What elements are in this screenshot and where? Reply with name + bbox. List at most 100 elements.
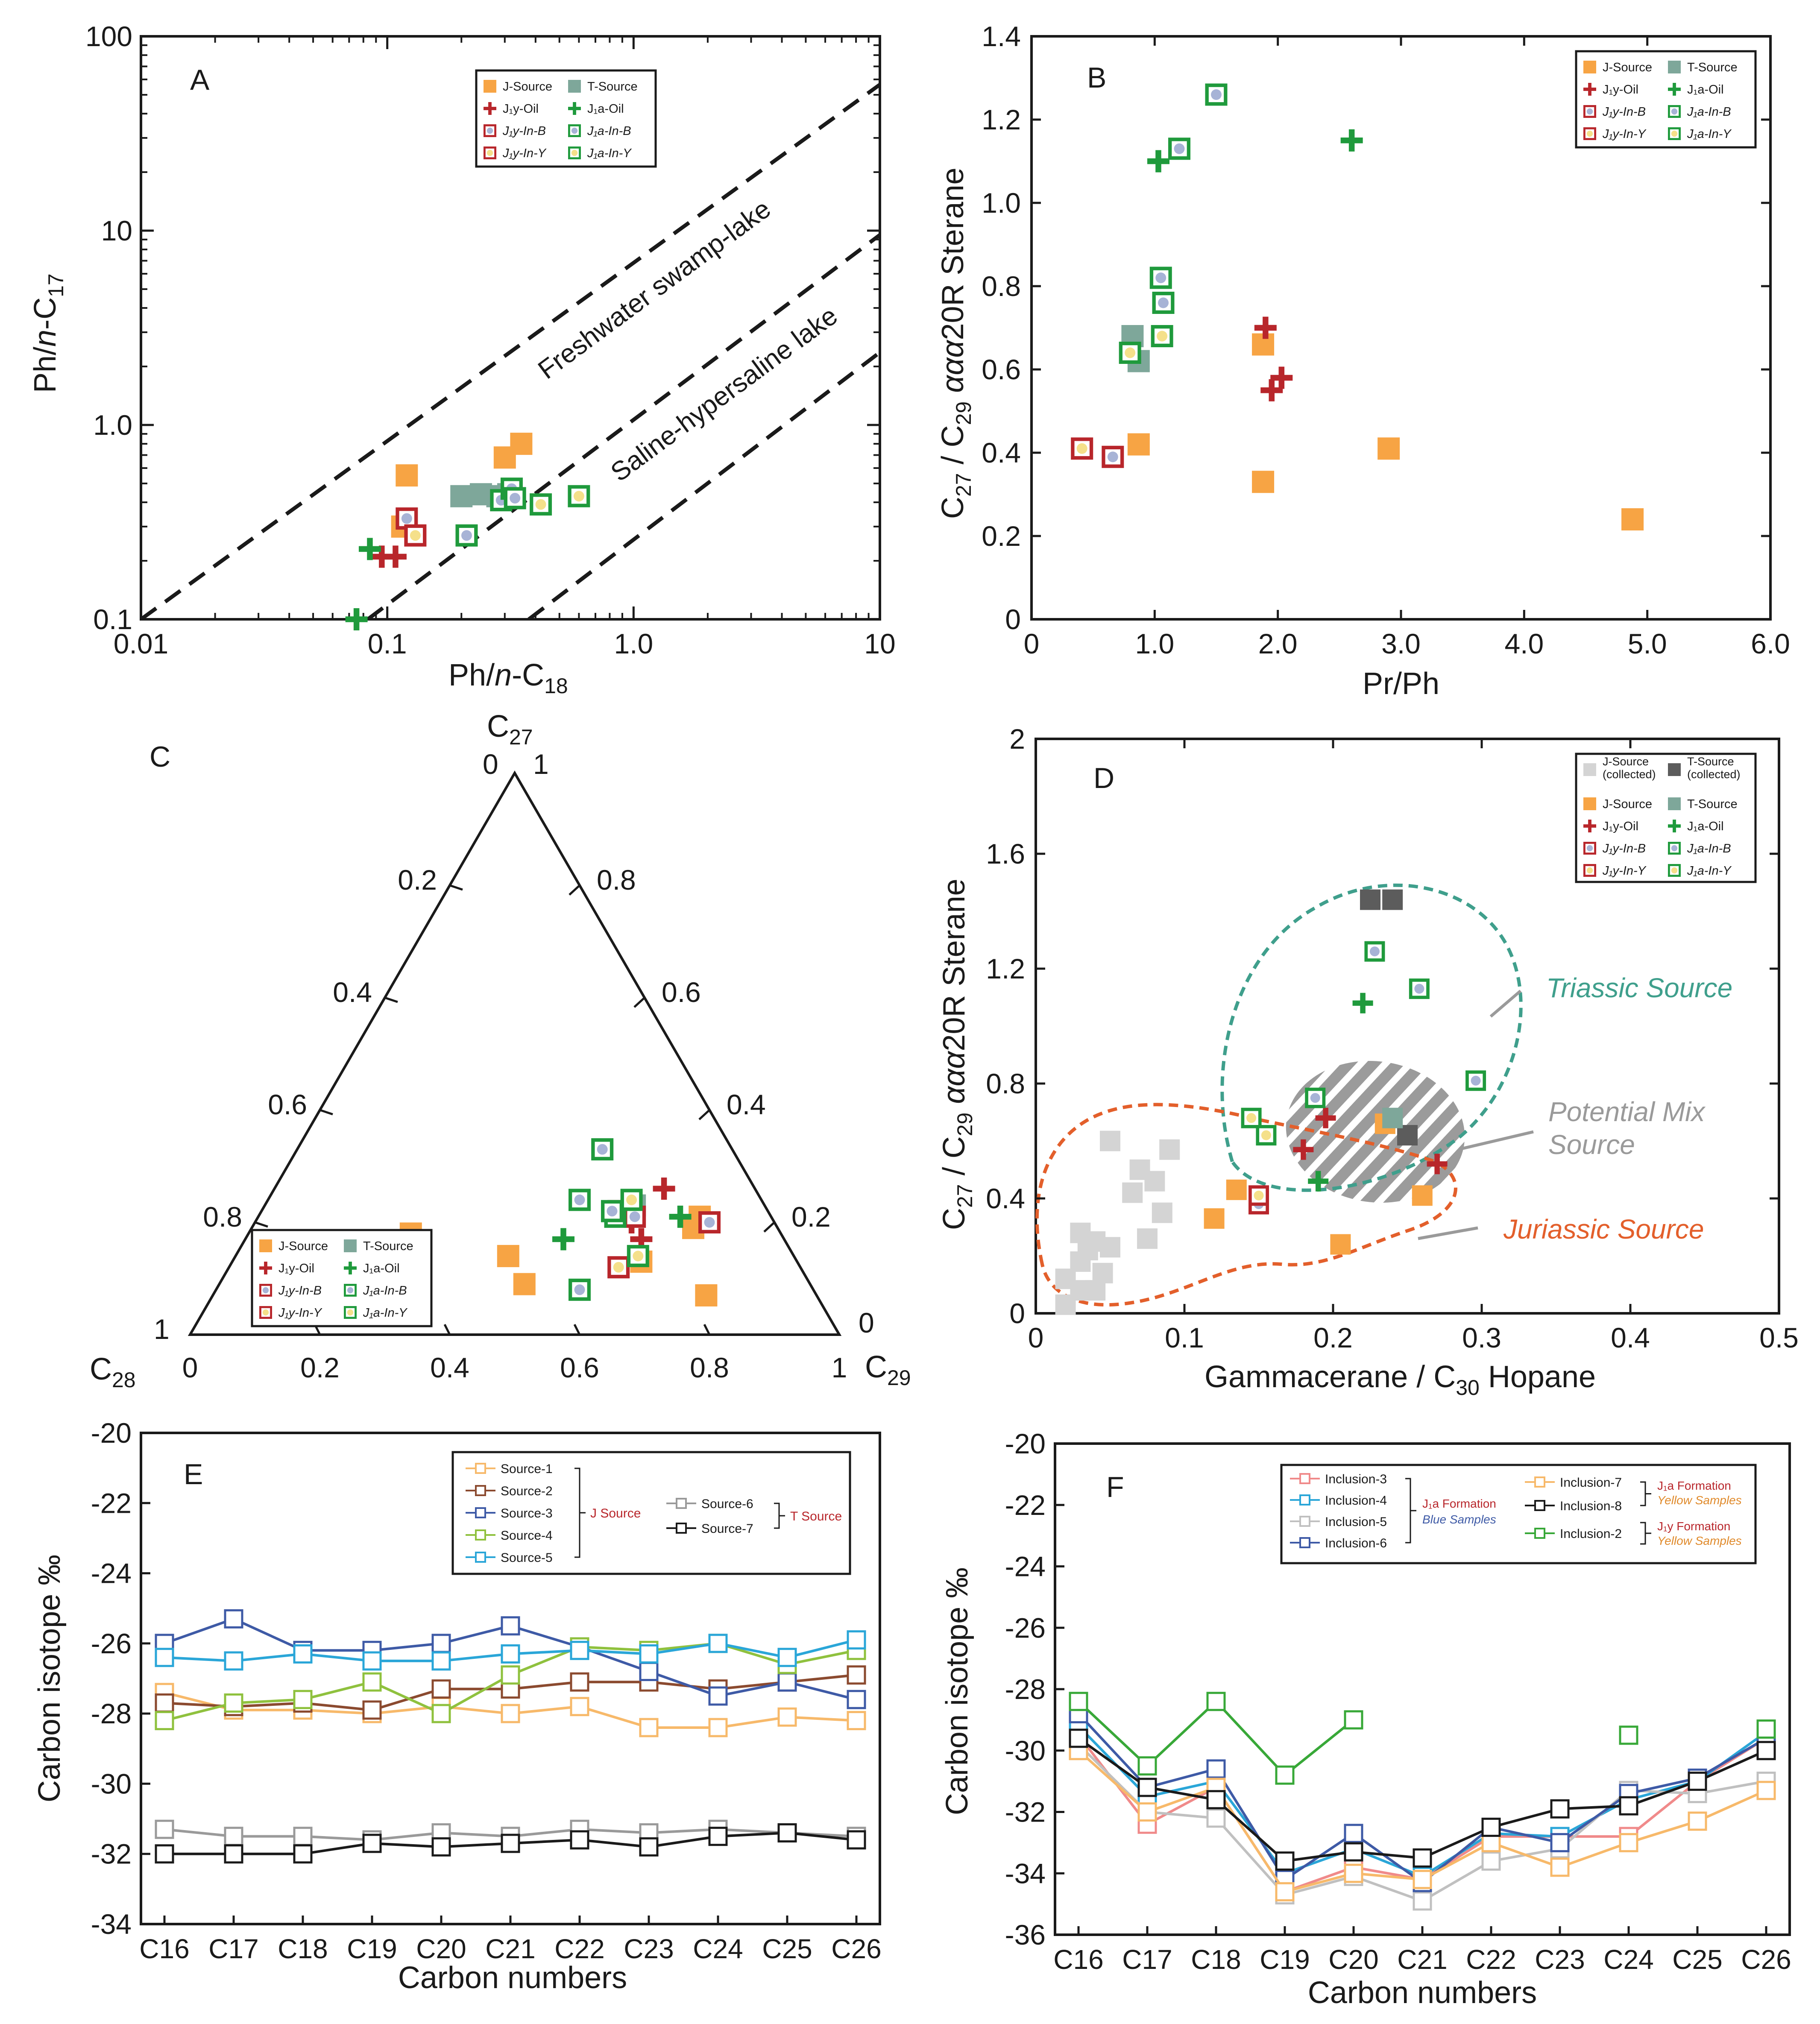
panel-f-point-inclusion-8 [1619, 1796, 1638, 1816]
panel-a-point-j1a_in_b-dot [461, 530, 472, 541]
panel-a-refline-hypersaline [528, 351, 880, 619]
panel-e-legend-source-7-label: Source-7 [701, 1522, 753, 1536]
panel-c-legend-marker-j1a_in_b-box [344, 1283, 357, 1297]
panel-e-ylabel: Carbon isotope ‰ [32, 1555, 67, 1802]
panel-c-point-j1a_in_b [569, 1278, 591, 1301]
panel-a-markers [345, 433, 590, 630]
panel-d-legend-text-j1a_in_b: J₁a-In-B [1687, 842, 1731, 855]
panel-f-legend-inclusion-4-label: Inclusion-4 [1325, 1494, 1387, 1508]
panel-f-xtick-label: C19 [1260, 1944, 1310, 1975]
panel-d-point-j1y_oil [1293, 1139, 1314, 1160]
panel-b-legend-marker-j1a_oil [1668, 83, 1681, 96]
panel-b-xtick-label: 6.0 [1751, 628, 1790, 659]
panel-f-point-inclusion-8 [1413, 1848, 1432, 1868]
panel-b-point-j1y_in_y-dot [1076, 443, 1087, 454]
panel-e-point-source-6 [155, 1819, 174, 1839]
panel-b-point-j_source-shape [1252, 471, 1275, 493]
panel-c-bottom-tick-label: 0.4 [430, 1352, 469, 1383]
panel-e-point-source-4 [431, 1704, 451, 1723]
panel-a-point-j1a_in_y-dot [573, 491, 584, 502]
panel-c-point-j1a_oil [552, 1228, 574, 1251]
panel-f-legend-inclusion-5-label: Inclusion-5 [1325, 1515, 1387, 1529]
panel-c-legend-marker-t_source-shape [344, 1239, 357, 1252]
panel-b-ylabel: C27 / C29 ααα20R Sterane [936, 167, 976, 519]
panel-a-legend-marker-j_source-shape [484, 80, 496, 93]
panel-c-legend-text-j1y_in_b: J₁y-In-B [278, 1284, 322, 1298]
panel-d-legend-text-t_source: T-Source [1687, 797, 1738, 811]
panel-e-ytick-label: -28 [91, 1698, 132, 1729]
panel-d-triassic-region [1220, 883, 1523, 1192]
panel-a-legend-text-j1y_in_b: J₁y-In-B [502, 124, 546, 138]
panel-e-legend-j-bracket [574, 1467, 586, 1558]
panel-a-legend-marker-j1a_oil-v [573, 102, 576, 115]
panel-d-legend-marker-j1a_in_b-dot [1671, 845, 1678, 852]
panel-a-point-t_source-shape [450, 485, 473, 507]
panel-f-point-inclusion-6 [1550, 1833, 1570, 1852]
panel-b-legend-text-j1a_in_y: J₁a-In-Y [1687, 127, 1732, 141]
panel-d-triassic-pointer [1489, 990, 1522, 1018]
panel-b-xtick-label: 1.0 [1135, 628, 1174, 659]
panel-c-legend-marker-j1a_in_b-dot [347, 1287, 354, 1294]
panel-a-legend-marker-j1y_in_y [484, 146, 497, 159]
panel-c-legend-marker-j1y_in_b-dot [262, 1287, 269, 1294]
panel-f-point-inclusion-7 [1688, 1811, 1707, 1831]
panel-b-point-j_source-shape [1127, 433, 1150, 456]
panel-e-point-source-6 [293, 1827, 313, 1846]
panel-f-ytick-label: -34 [1005, 1857, 1046, 1889]
panel-f-xtick-label: C21 [1397, 1944, 1447, 1975]
panel-d-point-j1y_oil [1427, 1154, 1448, 1175]
panel-d-legend-marker-j1y_in_y-dot [1586, 867, 1593, 874]
panel-b-ytick-label: 0.4 [982, 437, 1021, 469]
panel-f-point-inclusion-7 [1137, 1802, 1157, 1822]
panel-d-point-t_collected [1360, 889, 1380, 910]
panel-b-legend-box [1575, 50, 1757, 149]
panel-d-point-t_collected-shape [1360, 889, 1380, 910]
panel-a-point-j1a_in_y [530, 493, 552, 516]
panel-f-xtick-label: C25 [1672, 1944, 1722, 1975]
panel-c-point-j1a_in_b-dot [574, 1284, 585, 1295]
panel-e-ytick-label: -26 [91, 1628, 132, 1659]
panel-f-legend-group-yellow-a: J₁a Formation [1657, 1479, 1731, 1492]
panel-d-legend-text-t_collected: T-Source [1687, 755, 1734, 768]
panel-e-legend-source-6-label: Source-6 [701, 1497, 753, 1511]
panel-b-point-j1a_in_b [1168, 138, 1190, 160]
panel-f-point-inclusion-2 [1206, 1692, 1226, 1711]
panel-b-xtick-label: 2.0 [1258, 628, 1298, 659]
panel-e-point-source-5 [431, 1651, 451, 1671]
panel-d-xtick-label: 0 [1028, 1322, 1044, 1353]
panel-b-ytick-label: 0.8 [982, 270, 1021, 302]
panel-d-legend-box [1575, 753, 1757, 883]
panel-c-left-tick [384, 996, 398, 1003]
panel-e-point-source-1 [570, 1697, 589, 1716]
panel-f-ytick-label: -26 [1005, 1612, 1046, 1643]
panel-f-ytick-label: -28 [1005, 1673, 1046, 1705]
panel-f-xtick-label: C23 [1535, 1944, 1585, 1975]
panel-a-legend-marker-j1a_in_y [568, 146, 581, 159]
panel-e-point-source-4 [224, 1693, 243, 1713]
panel-f-legend-yellow-y-bracket [1640, 1522, 1651, 1545]
panel-d-point-j1a_in_y-dot [1246, 1113, 1257, 1123]
panel-d-point-j1a_in_b [1409, 978, 1430, 999]
panel-c-point-j1y_oil-v [638, 1228, 645, 1251]
panel-a-point-j1a_in_b-dot [510, 492, 521, 504]
panel-d-xtick-label: 0.2 [1313, 1322, 1353, 1353]
panel-e-point-source-5 [570, 1640, 589, 1660]
panel-f: F C16 C17 C18 C19 C20 C21 C22 C23 C24 C25 C26 -36 -3… [940, 1428, 1791, 2010]
panel-c-point-j1a_oil-v [560, 1228, 566, 1251]
panel-d-point-j1y_oil-v [1301, 1139, 1306, 1160]
panel-b-legend-marker-j1a_in_y-dot [1671, 130, 1678, 137]
panel-b-legend: J-Source T-Source J₁y-Oil J₁a-Oil J₁y-In-B J₁… [1575, 50, 1757, 149]
panel-c-legend-marker-j1y_oil [259, 1262, 272, 1274]
panel-e-point-source-4 [155, 1711, 174, 1731]
panel-a-legend-marker-j_source [484, 80, 496, 93]
panel-d-legend-marker-j_source-shape [1583, 797, 1596, 810]
panel-b-legend-marker-j_source [1583, 61, 1596, 73]
panel-a-point-j_source [396, 464, 418, 487]
panel-b-ytick-label: 0.6 [982, 354, 1021, 385]
panel-c-point-j1y_in_y [607, 1256, 630, 1279]
panel-f-point-inclusion-8 [1481, 1817, 1501, 1837]
panel-d-point-j_collected-shape [1122, 1182, 1143, 1203]
panel-d-point-j_collected [1122, 1182, 1143, 1203]
panel-c-legend-marker-j1a_in_y [344, 1306, 357, 1319]
panel-d-point-j_collected [1100, 1237, 1120, 1258]
